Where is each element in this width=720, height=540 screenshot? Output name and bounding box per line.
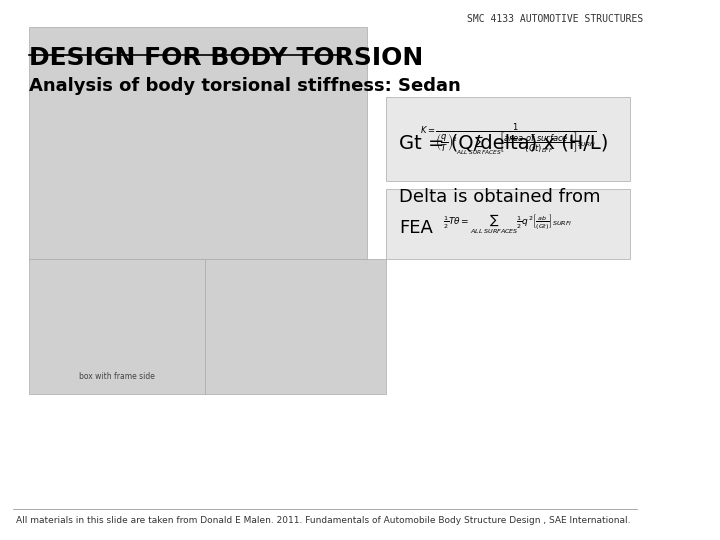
- Text: Gt = (Q/delta) x (H/L): Gt = (Q/delta) x (H/L): [400, 133, 609, 153]
- FancyBboxPatch shape: [387, 189, 630, 259]
- Text: FEA: FEA: [400, 219, 433, 237]
- Text: Analysis of body torsional stiffness: Sedan: Analysis of body torsional stiffness: Se…: [30, 77, 461, 94]
- Text: All materials in this slide are taken from Donald E Malen. 2011. Fundamentals of: All materials in this slide are taken fr…: [17, 516, 631, 525]
- Text: SMC 4133 AUTOMOTIVE STRUCTURES: SMC 4133 AUTOMOTIVE STRUCTURES: [467, 14, 643, 24]
- Text: box with frame side: box with frame side: [79, 372, 155, 381]
- Text: DESIGN FOR BODY TORSION: DESIGN FOR BODY TORSION: [30, 46, 423, 70]
- Text: $\frac{1}{2}T\theta = \sum_{ALL\ SURFACES} \frac{1}{2}q^2 \left[\frac{ab}{(Gt)}\: $\frac{1}{2}T\theta = \sum_{ALL\ SURFACE…: [444, 212, 573, 236]
- FancyBboxPatch shape: [30, 27, 367, 259]
- Text: $K = \dfrac{1}{\left(\dfrac{q}{T}\right)^2 \sum_{ALL\ SURFACES} \left[\dfrac{are: $K = \dfrac{1}{\left(\dfrac{q}{T}\right)…: [420, 122, 596, 157]
- FancyBboxPatch shape: [204, 259, 387, 394]
- FancyBboxPatch shape: [387, 97, 630, 181]
- Text: Delta is obtained from: Delta is obtained from: [400, 188, 601, 206]
- FancyBboxPatch shape: [30, 259, 204, 394]
